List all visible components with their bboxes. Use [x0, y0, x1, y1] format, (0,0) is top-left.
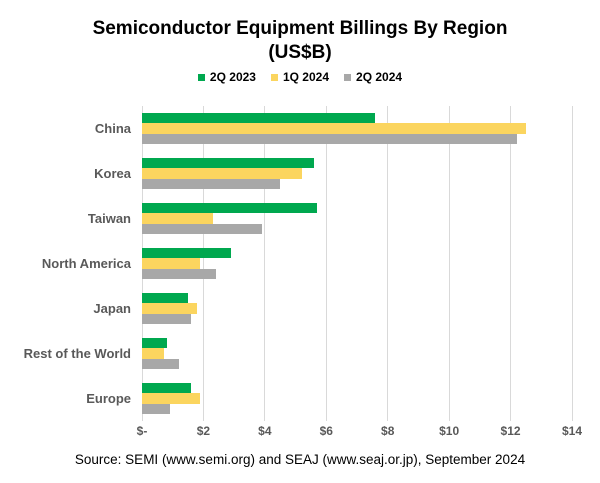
bar-taiwan-2q-2024: [142, 223, 262, 235]
gridline-2: [202, 106, 204, 421]
plot-area: [141, 106, 573, 421]
bar-north-america-1q-2024: [142, 258, 201, 269]
bar-north-america-2q-2023: [142, 247, 232, 259]
legend-item-2q-2024: 2Q 2024: [344, 71, 402, 83]
bar-group-north-america: [142, 241, 572, 286]
bar-group-japan: [142, 286, 572, 331]
legend-item-2q-2023: 2Q 2023: [197, 70, 256, 84]
bar-taiwan-1q-2024: [142, 213, 213, 224]
y-axis-labels: China Korea Taiwan North America Japan Rest o…: [0, 106, 136, 421]
category-label-europe: Europe: [86, 391, 131, 406]
legend-label: 2Q 2023: [209, 70, 256, 84]
category-label-japan: Japan: [93, 301, 131, 316]
legend-swatch-icon: [197, 73, 205, 81]
gridline-4: [264, 106, 266, 421]
x-tick-label-6: $6: [319, 424, 333, 438]
bar-rest-of-the-world-2q-2023: [142, 337, 167, 349]
gridline-12: [510, 106, 512, 421]
chart-title-line1: Semiconductor Equipment Billings By Regi…: [92, 18, 508, 39]
chart-title-line2: (US$B): [268, 42, 332, 63]
bar-rest-of-the-world-1q-2024: [142, 348, 164, 359]
category-label-china: China: [94, 121, 131, 136]
gridline-14: [571, 106, 573, 421]
bar-japan-2q-2023: [142, 292, 189, 304]
bar-group-europe: [142, 376, 572, 421]
bar-group-korea: [142, 151, 572, 196]
legend-item-1q-2024: 1Q 2024: [270, 70, 330, 84]
bar-china-1q-2024: [142, 123, 526, 134]
x-tick-label-14: $14: [561, 424, 583, 438]
bar-taiwan-2q-2023: [142, 202, 318, 214]
x-tick-label-4: $4: [258, 424, 272, 438]
bar-north-america-2q-2024: [142, 268, 216, 280]
legend-label: 2Q 2024: [356, 70, 403, 84]
bar-group-rest-of-the-world: [142, 331, 572, 376]
bar-europe-1q-2024: [142, 393, 201, 404]
gridline-6: [325, 106, 327, 421]
gridline-8: [387, 106, 389, 421]
bar-korea-1q-2024: [142, 168, 302, 179]
legend-swatch-icon: [270, 73, 278, 81]
legend: 2Q 2023 1Q 2024 2Q 2024: [0, 71, 600, 83]
bar-europe-2q-2023: [142, 382, 192, 394]
category-label-rest-of-the-world: Rest of the World: [23, 346, 131, 361]
source-note: Source: SEMI (www.semi.org) and SEAJ (ww…: [74, 452, 526, 467]
gridline-10: [448, 106, 450, 421]
legend-swatch-icon: [344, 73, 352, 81]
category-label-korea: Korea: [94, 166, 131, 181]
chart-title: Semiconductor Equipment Billings By Regi…: [0, 17, 600, 65]
bar-japan-2q-2024: [142, 313, 192, 325]
x-tick-label-: $-: [136, 424, 148, 438]
bar-china-2q-2023: [142, 112, 376, 124]
category-label-taiwan: Taiwan: [87, 211, 131, 226]
bar-group-china: [142, 106, 572, 151]
bar-china-2q-2024: [142, 133, 517, 145]
bar-korea-2q-2024: [142, 178, 281, 190]
x-tick-label-8: $8: [381, 424, 395, 438]
bar-europe-2q-2024: [142, 403, 170, 415]
x-axis-labels: $- $2 $4 $6 $8 $10 $12 $14: [137, 424, 582, 440]
bar-rest-of-the-world-2q-2024: [142, 358, 179, 370]
x-tick-label-2: $2: [196, 424, 211, 438]
x-tick-label-10: $10: [439, 424, 460, 438]
legend-label: 1Q 2024: [282, 70, 330, 84]
bar-group-taiwan: [142, 196, 572, 241]
bar-korea-2q-2023: [142, 157, 314, 169]
bar-japan-1q-2024: [142, 303, 198, 314]
category-label-north-america: North America: [41, 256, 131, 271]
x-tick-label-12: $12: [500, 424, 521, 438]
